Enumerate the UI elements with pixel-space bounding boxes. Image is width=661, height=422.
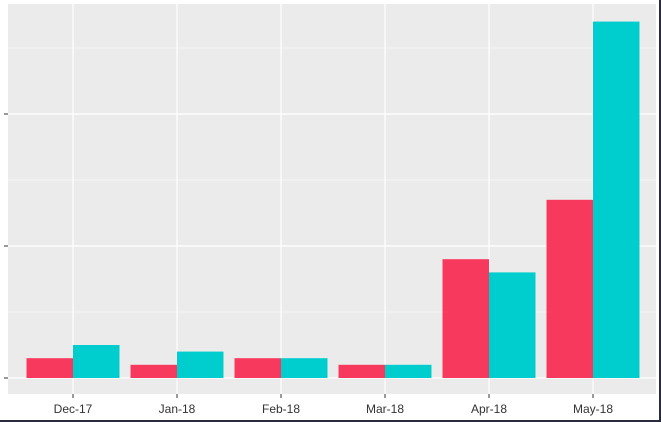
- x-tick-label: Apr-18: [471, 402, 507, 416]
- bar-series-2-Feb-18: [281, 358, 328, 378]
- x-tick-label: Mar-18: [366, 402, 404, 416]
- bar-series-2-Mar-18: [385, 364, 432, 378]
- bar-series-1-Mar-18: [338, 364, 385, 378]
- bar-series-1-Apr-18: [442, 259, 489, 378]
- bars: [26, 21, 640, 378]
- bar-series-2-Jan-18: [177, 351, 224, 378]
- bar-series-2-Apr-18: [489, 272, 536, 378]
- x-tick-label: Feb-18: [262, 402, 300, 416]
- bar-series-2-May-18: [593, 21, 640, 378]
- bar-series-1-Jan-18: [130, 364, 177, 378]
- bar-series-1-May-18: [546, 199, 593, 378]
- bar-series-1-Feb-18: [234, 358, 281, 378]
- x-tick-label: May-18: [573, 402, 613, 416]
- bar-series-2-Dec-17: [73, 345, 120, 378]
- axes: Dec-17 Jan-18 Feb-18 Mar-18 Apr-18 May-18: [4, 113, 613, 416]
- x-tick-label: Jan-18: [159, 402, 196, 416]
- x-tick-label: Dec-17: [54, 402, 93, 416]
- bar-series-1-Dec-17: [26, 358, 73, 378]
